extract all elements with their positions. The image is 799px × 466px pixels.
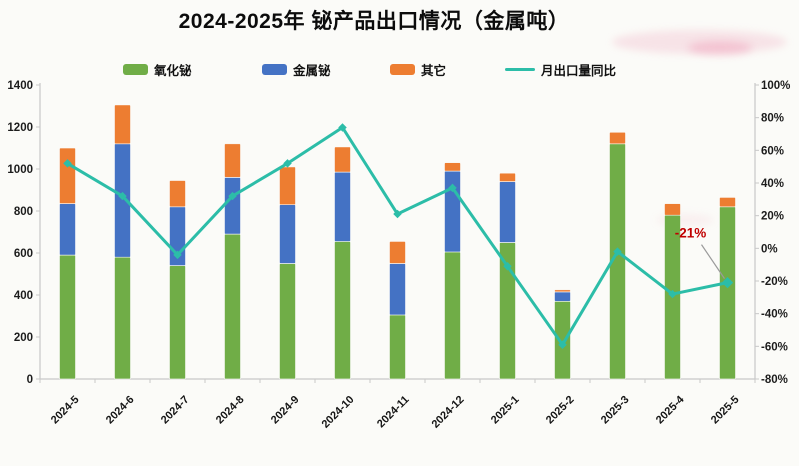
bar-segment (59, 203, 76, 256)
bar-segment (224, 143, 241, 178)
oxide-swatch-icon (123, 64, 148, 75)
legend-label-metal: 金属铋 (293, 64, 331, 78)
legend-item-yoy-line: 月出口量同比 (505, 61, 616, 78)
bar-segment (664, 203, 681, 216)
legend-item-other: 其它 (390, 61, 446, 78)
yoy-line-marker (338, 123, 347, 132)
yoy-line-marker (393, 209, 402, 219)
bar-segment (169, 180, 186, 208)
bar-segment (554, 289, 571, 293)
bar-segment (334, 241, 351, 380)
x-axis-category-label: 2024-12 (430, 394, 467, 431)
bar-segment (389, 241, 406, 264)
x-axis-category-label: 2024-10 (320, 394, 357, 431)
bar-segment (554, 291, 571, 302)
bar-segment (279, 204, 296, 264)
bar-segment (719, 206, 736, 380)
bar-segment (499, 172, 516, 182)
bar-segment (114, 256, 131, 380)
other-swatch-icon (390, 64, 415, 75)
left-axis-label: 1400 (7, 80, 33, 92)
yoy-line-marker (228, 191, 237, 201)
bar-segment (719, 197, 736, 208)
bar-segment (444, 162, 461, 172)
left-axis-label: 200 (14, 332, 33, 344)
legend-item-metal: 金属铋 (262, 61, 331, 78)
right-axis-label: 80% (761, 113, 784, 125)
yoy-line-marker (668, 289, 677, 299)
right-axis-label: -20% (761, 276, 788, 288)
yoy-line-marker (558, 340, 567, 349)
x-axis-category-label: 2024-7 (159, 394, 192, 427)
x-axis-category-label: 2024-5 (49, 394, 82, 427)
bar-segment (444, 170, 461, 253)
right-axis-label: -40% (761, 309, 788, 321)
yoy-line-marker (118, 191, 127, 201)
yoy-line-marker (721, 276, 734, 289)
right-axis-label: 100% (761, 80, 790, 92)
bar-segment (389, 263, 406, 316)
left-axis-label: 1000 (7, 164, 33, 176)
legend-label-oxide: 氧化铋 (154, 64, 192, 78)
bar-segment (444, 251, 461, 380)
yoy-line-marker (173, 250, 182, 260)
yoy-line-marker (63, 159, 72, 168)
left-axis-label: 1200 (7, 122, 33, 134)
left-axis-label: 800 (14, 206, 33, 218)
bar-segment (499, 181, 516, 243)
annotation-leader-line (701, 244, 725, 279)
bar-segment (334, 146, 351, 173)
yoy-line-marker (448, 183, 457, 193)
annotation-yoy-value: -21% (675, 226, 707, 241)
right-axis-label: 20% (761, 211, 784, 223)
bar-segment (59, 147, 76, 205)
bar-segment (224, 233, 241, 380)
bar-segment (389, 314, 406, 380)
x-axis-category-label: 2025-4 (654, 393, 687, 426)
bar-segment (554, 300, 571, 380)
x-axis-category-label: 2024-6 (104, 394, 137, 427)
bar-segment (609, 131, 626, 145)
yoy-line-swatch-icon (505, 67, 535, 72)
yoy-line-marker (283, 159, 292, 168)
legend-label-other: 其它 (421, 64, 447, 78)
right-axis-label: 0% (761, 243, 778, 255)
bar-segment (279, 166, 296, 206)
x-axis-category-label: 2025-2 (544, 394, 577, 427)
chart-title: 2024-2025年 铋产品出口情况（金属吨） (178, 10, 570, 33)
bar-segment (59, 254, 76, 380)
legend-label-yoy: 月出口量同比 (541, 64, 617, 78)
left-axis-label: 600 (14, 248, 33, 260)
left-axis-label: 400 (14, 290, 33, 302)
x-axis-category-label: 2024-8 (214, 394, 247, 427)
bar-segment (114, 104, 131, 145)
right-axis-label: -80% (761, 374, 788, 386)
x-axis-category-label: 2025-1 (489, 394, 522, 427)
metal-swatch-icon (262, 64, 287, 75)
x-axis-category-label: 2025-5 (709, 394, 742, 427)
bar-segment (279, 263, 296, 380)
right-axis-label: 40% (761, 178, 784, 190)
bar-segment (224, 177, 241, 235)
left-axis-label: 0 (27, 374, 33, 386)
bar-segment (169, 265, 186, 380)
bar-segment (334, 171, 351, 242)
x-axis-category-label: 2024-9 (269, 394, 302, 427)
right-axis-label: 60% (761, 145, 784, 157)
yoy-line-marker (503, 262, 512, 271)
x-axis-category-label: 2025-3 (599, 394, 632, 427)
legend-item-oxide: 氧化铋 (123, 61, 192, 78)
x-axis-category-label: 2024-11 (375, 394, 412, 431)
right-axis-label: -60% (761, 341, 788, 353)
